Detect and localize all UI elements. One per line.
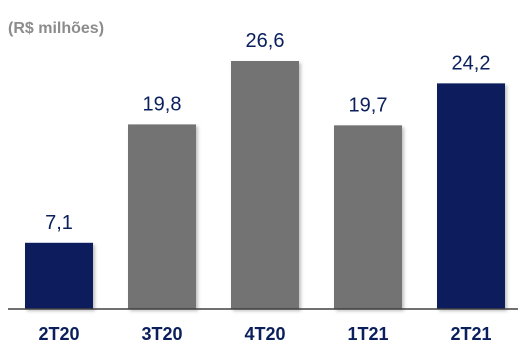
x-axis-tick-labels: 2T20 3T20 4T20 1T21 2T21 — [38, 324, 491, 344]
value-label-2T20: 7,1 — [45, 212, 73, 234]
bars-group — [25, 61, 505, 309]
value-label-1T21: 19,7 — [349, 94, 388, 116]
unit-label: (R$ milhões) — [8, 20, 104, 37]
tick-label-4T20: 4T20 — [244, 324, 285, 344]
value-label-4T20: 26,6 — [246, 30, 285, 52]
tick-label-2T20: 2T20 — [38, 324, 79, 344]
bar-3T20 — [128, 124, 196, 309]
value-label-3T20: 19,8 — [143, 93, 182, 115]
tick-label-1T21: 1T21 — [347, 324, 388, 344]
bar-1T21 — [334, 125, 402, 309]
tick-label-3T20: 3T20 — [141, 324, 182, 344]
bar-2T21 — [437, 83, 505, 309]
value-labels-group: 7,1 19,8 26,6 19,7 24,2 — [45, 30, 490, 234]
value-label-2T21: 24,2 — [452, 52, 491, 74]
bar-2T20 — [25, 242, 93, 309]
bar-4T20 — [231, 61, 299, 309]
tick-label-2T21: 2T21 — [450, 324, 491, 344]
